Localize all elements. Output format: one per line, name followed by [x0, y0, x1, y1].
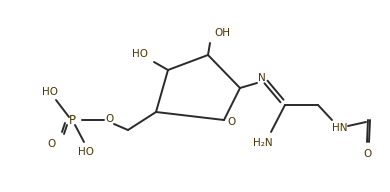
Text: HO: HO [42, 87, 58, 97]
Text: HN: HN [332, 123, 348, 133]
Text: HO: HO [132, 49, 148, 59]
Text: N: N [258, 73, 266, 83]
Text: O: O [364, 149, 372, 159]
Text: O: O [228, 117, 236, 127]
Text: O: O [48, 139, 56, 149]
Text: HO: HO [78, 147, 94, 157]
Text: P: P [69, 113, 76, 127]
Text: O: O [106, 114, 114, 124]
Text: H₂N: H₂N [253, 138, 273, 148]
Text: OH: OH [214, 28, 230, 38]
